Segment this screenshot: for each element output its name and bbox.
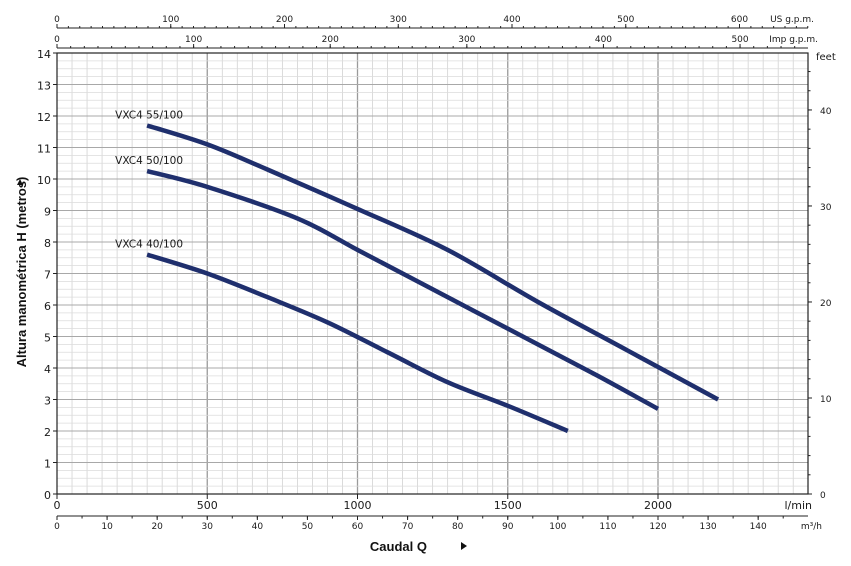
y-tick-label: 0 [44,489,51,502]
feet-unit-label: feet [816,52,836,63]
feet-tick-label: 40 [820,107,832,117]
x-tick-label: 0 [54,499,61,512]
y-tick-label: 9 [44,206,51,219]
x-tick-label: 500 [197,499,218,512]
y-tick-label: 5 [44,332,51,345]
y-tick-label: 7 [44,269,51,282]
m3h-tick-label: 140 [750,522,767,532]
x-axis-arrow-icon [461,542,467,550]
m3h-tick-label: 50 [302,522,314,532]
feet-tick-label: 0 [820,491,826,501]
series-line [146,123,720,402]
y-tick-label: 3 [44,395,51,408]
m3h-tick-label: 10 [101,522,113,532]
y-tick-label: 11 [37,143,51,156]
y-tick-label: 12 [37,111,51,124]
imp-gpm-tick-label: 300 [458,35,475,45]
us-gpm-tick-label: 400 [503,15,520,25]
x-tick-label: 2000 [644,499,672,512]
us-gpm-tick-label: 500 [617,15,634,25]
x-axis-title: Caudal Q [370,539,427,554]
imp-gpm-unit-label: Imp g.p.m. [769,35,818,45]
series-label: VXC4 55/100 [115,109,183,121]
y-axis-arrow-icon [17,179,23,185]
y-tick-label: 10 [37,174,51,187]
feet-tick-label: 30 [820,203,832,213]
imp-gpm-tick-label: 400 [595,35,612,45]
series-lines: VXC4 55/100 VXC4 50/100 VXC4 40/100 [115,109,720,434]
feet-tick-label: 10 [820,395,832,405]
y-axis-title: Altura manométrica H (metros) [14,177,29,368]
m3h-unit-label: m³/h [801,522,822,532]
m3h-tick-label: 30 [202,522,214,532]
imp-gpm-tick-label: 100 [185,35,202,45]
us-gpm-unit-label: US g.p.m. [770,15,814,25]
m3h-tick-label: 90 [502,522,514,532]
m3h-tick-label: 0 [54,522,60,532]
m3h-tick-label: 130 [699,522,716,532]
us-gpm-tick-label: 0 [54,15,60,25]
m3h-tick-label: 20 [151,522,163,532]
y-tick-label: 1 [44,458,51,471]
us-gpm-tick-label: 600 [731,15,748,25]
m3h-tick-label: 60 [352,522,364,532]
imp-gpm-tick-label: 0 [54,35,60,45]
x-unit-label: l/min [784,499,812,512]
m3h-tick-label: 120 [649,522,666,532]
series-line [146,168,660,411]
x-tick-label: 1000 [344,499,372,512]
series-line [146,252,569,434]
y-tick-label: 14 [37,48,51,61]
series-label: VXC4 50/100 [115,155,183,167]
feet-tick-label: 20 [820,299,832,309]
m3h-tick-label: 70 [402,522,414,532]
us-gpm-tick-label: 200 [276,15,293,25]
imp-gpm-tick-label: 200 [322,35,339,45]
x-tick-label: 1500 [494,499,522,512]
y-tick-label: 13 [37,80,51,93]
imp-gpm-tick-label: 500 [731,35,748,45]
us-gpm-tick-label: 300 [390,15,407,25]
series-label: VXC4 40/100 [115,239,183,251]
m3h-tick-label: 80 [452,522,464,532]
m3h-tick-label: 40 [252,522,264,532]
y-tick-label: 8 [44,237,51,250]
y-tick-label: 6 [44,300,51,313]
m3h-tick-label: 100 [549,522,566,532]
y-tick-label: 2 [44,426,51,439]
us-gpm-tick-label: 100 [162,15,179,25]
m3h-tick-label: 110 [599,522,616,532]
y-tick-label: 4 [44,363,51,376]
